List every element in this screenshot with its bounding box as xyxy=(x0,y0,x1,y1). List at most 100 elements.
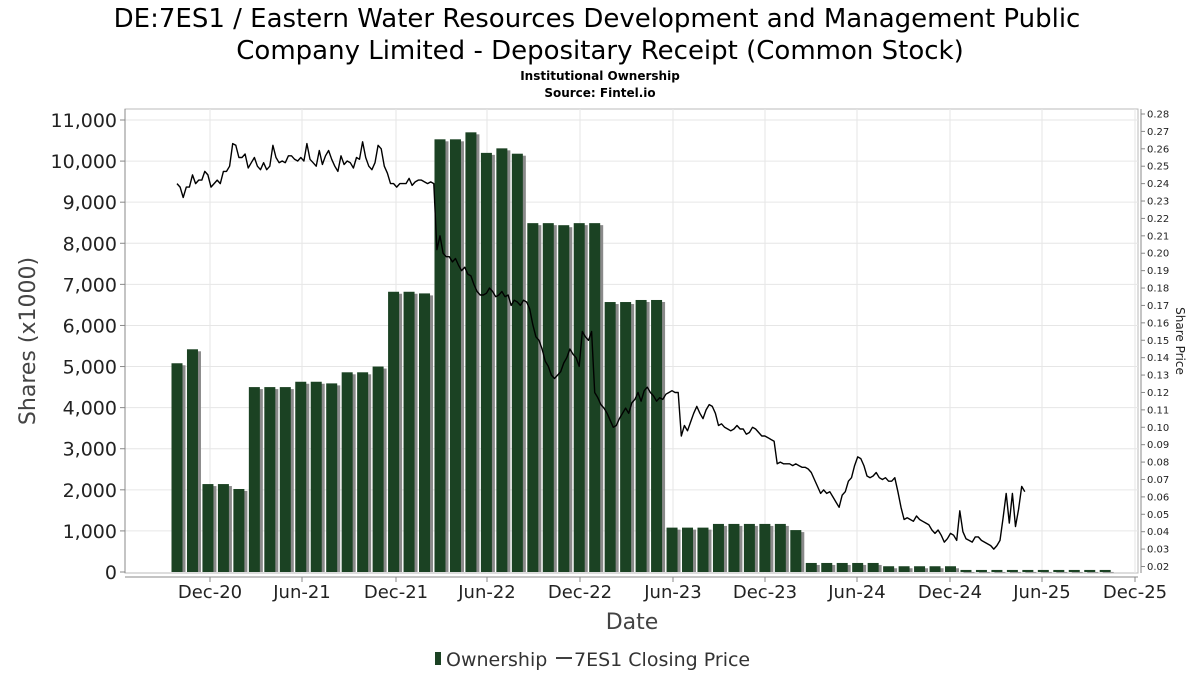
bar-shadow xyxy=(1102,571,1114,573)
ownership-bars xyxy=(171,132,1114,573)
bar xyxy=(1068,569,1080,572)
x-tick-label: Jun-21 xyxy=(272,582,331,603)
y-right-tick-label: 0.28 xyxy=(1147,110,1169,121)
bar-shadow xyxy=(963,571,975,573)
x-tick-label: Dec-20 xyxy=(178,582,242,603)
bar xyxy=(1099,569,1111,572)
x-tick-label: Dec-22 xyxy=(548,582,612,603)
y-axis-title: Shares (x1000) xyxy=(16,257,41,425)
y-right-tick-label: 0.08 xyxy=(1147,458,1169,469)
bar xyxy=(217,484,229,572)
y-tick-label: 8,000 xyxy=(63,233,117,255)
y-tick-label: 7,000 xyxy=(63,274,117,296)
bar xyxy=(790,530,802,572)
bar xyxy=(1084,569,1096,572)
bar xyxy=(1006,569,1018,572)
bar xyxy=(852,562,864,572)
chart-source: Source: Fintel.io xyxy=(544,86,655,100)
y-right-tick-label: 0.27 xyxy=(1147,127,1169,138)
bar xyxy=(604,302,616,572)
bar xyxy=(419,293,431,572)
bar xyxy=(496,148,508,572)
y-right-tick-label: 0.10 xyxy=(1147,423,1169,434)
y-right-tick-label: 0.11 xyxy=(1147,405,1169,416)
y-right-tick-label: 0.21 xyxy=(1147,231,1169,242)
bar xyxy=(558,225,570,572)
bar xyxy=(774,523,786,572)
y-tick-label: 3,000 xyxy=(63,439,117,461)
bar xyxy=(697,527,709,572)
bar xyxy=(264,387,276,572)
y-tick-label: 4,000 xyxy=(63,398,117,420)
bar xyxy=(1037,569,1049,572)
bar xyxy=(836,562,848,572)
y-right-tick-label: 0.04 xyxy=(1147,527,1169,538)
x-tick-label: Jun-22 xyxy=(457,582,516,603)
bar-shadow xyxy=(1071,571,1083,573)
right-axis-ticks: 0.02 0.03 0.04 0.05 0.06 0.07 0.08 0.09 0.10 0.11… xyxy=(1141,110,1169,573)
legend: Ownership 7ES1 Closing Price xyxy=(435,649,750,671)
bar xyxy=(403,291,415,572)
bar xyxy=(248,387,260,572)
y-right-tick-label: 0.12 xyxy=(1147,388,1169,399)
x-tick-label: Jun-23 xyxy=(643,582,702,603)
bar xyxy=(883,566,895,572)
legend-price-label: 7ES1 Closing Price xyxy=(574,649,750,671)
x-tick-label: Dec-23 xyxy=(733,582,797,603)
bar-shadow xyxy=(978,571,990,573)
bar-shadow xyxy=(1087,571,1099,573)
y-right-tick-label: 0.24 xyxy=(1147,179,1169,190)
bar xyxy=(914,566,926,572)
bar xyxy=(960,569,972,572)
bar xyxy=(295,381,307,572)
bar xyxy=(1022,569,1034,572)
bar xyxy=(620,302,632,572)
y-right-axis-title: Share Price xyxy=(1173,307,1187,375)
y-right-tick-label: 0.02 xyxy=(1147,562,1169,573)
bar xyxy=(434,139,446,572)
bar xyxy=(527,223,539,572)
bar xyxy=(186,349,198,572)
y-tick-label: 0 xyxy=(105,562,117,584)
bar xyxy=(202,484,214,572)
bar xyxy=(975,569,987,572)
y-right-tick-label: 0.18 xyxy=(1147,284,1169,295)
bar xyxy=(310,381,322,572)
y-right-tick-label: 0.26 xyxy=(1147,144,1169,155)
bar xyxy=(511,153,523,572)
y-right-tick-label: 0.23 xyxy=(1147,197,1169,208)
bar xyxy=(465,132,477,572)
y-tick-label: 9,000 xyxy=(63,192,117,214)
legend-ownership-label: Ownership xyxy=(446,649,547,671)
y-right-tick-label: 0.03 xyxy=(1147,545,1169,556)
bar xyxy=(805,562,817,572)
y-right-tick-label: 0.14 xyxy=(1147,353,1169,364)
bar-shadow xyxy=(1040,571,1052,573)
bar xyxy=(589,223,601,572)
bar xyxy=(171,363,183,572)
bar xyxy=(743,523,755,572)
bar xyxy=(728,523,740,572)
bar xyxy=(945,566,956,572)
y-tick-label: 10,000 xyxy=(51,151,117,173)
y-tick-label: 1,000 xyxy=(63,521,117,543)
y-tick-label: 6,000 xyxy=(63,315,117,337)
bar xyxy=(1053,569,1065,572)
bar xyxy=(449,139,461,572)
bar xyxy=(573,223,585,572)
bar xyxy=(357,372,369,572)
y-tick-label: 5,000 xyxy=(63,357,117,379)
x-tick-label: Dec-21 xyxy=(364,582,428,603)
y-tick-label: 11,000 xyxy=(51,110,117,132)
left-axis-ticks: 0 1,000 2,000 3,000 4,000 5,000 6,000 7,000 8,00… xyxy=(51,110,125,584)
bar xyxy=(821,562,833,572)
bar xyxy=(682,527,694,572)
bar xyxy=(712,523,724,572)
y-right-tick-label: 0.07 xyxy=(1147,475,1169,486)
bar xyxy=(388,291,400,572)
y-right-tick-label: 0.16 xyxy=(1147,318,1169,329)
y-tick-label: 2,000 xyxy=(63,480,117,502)
y-right-tick-label: 0.13 xyxy=(1147,371,1169,382)
bar xyxy=(635,299,647,572)
